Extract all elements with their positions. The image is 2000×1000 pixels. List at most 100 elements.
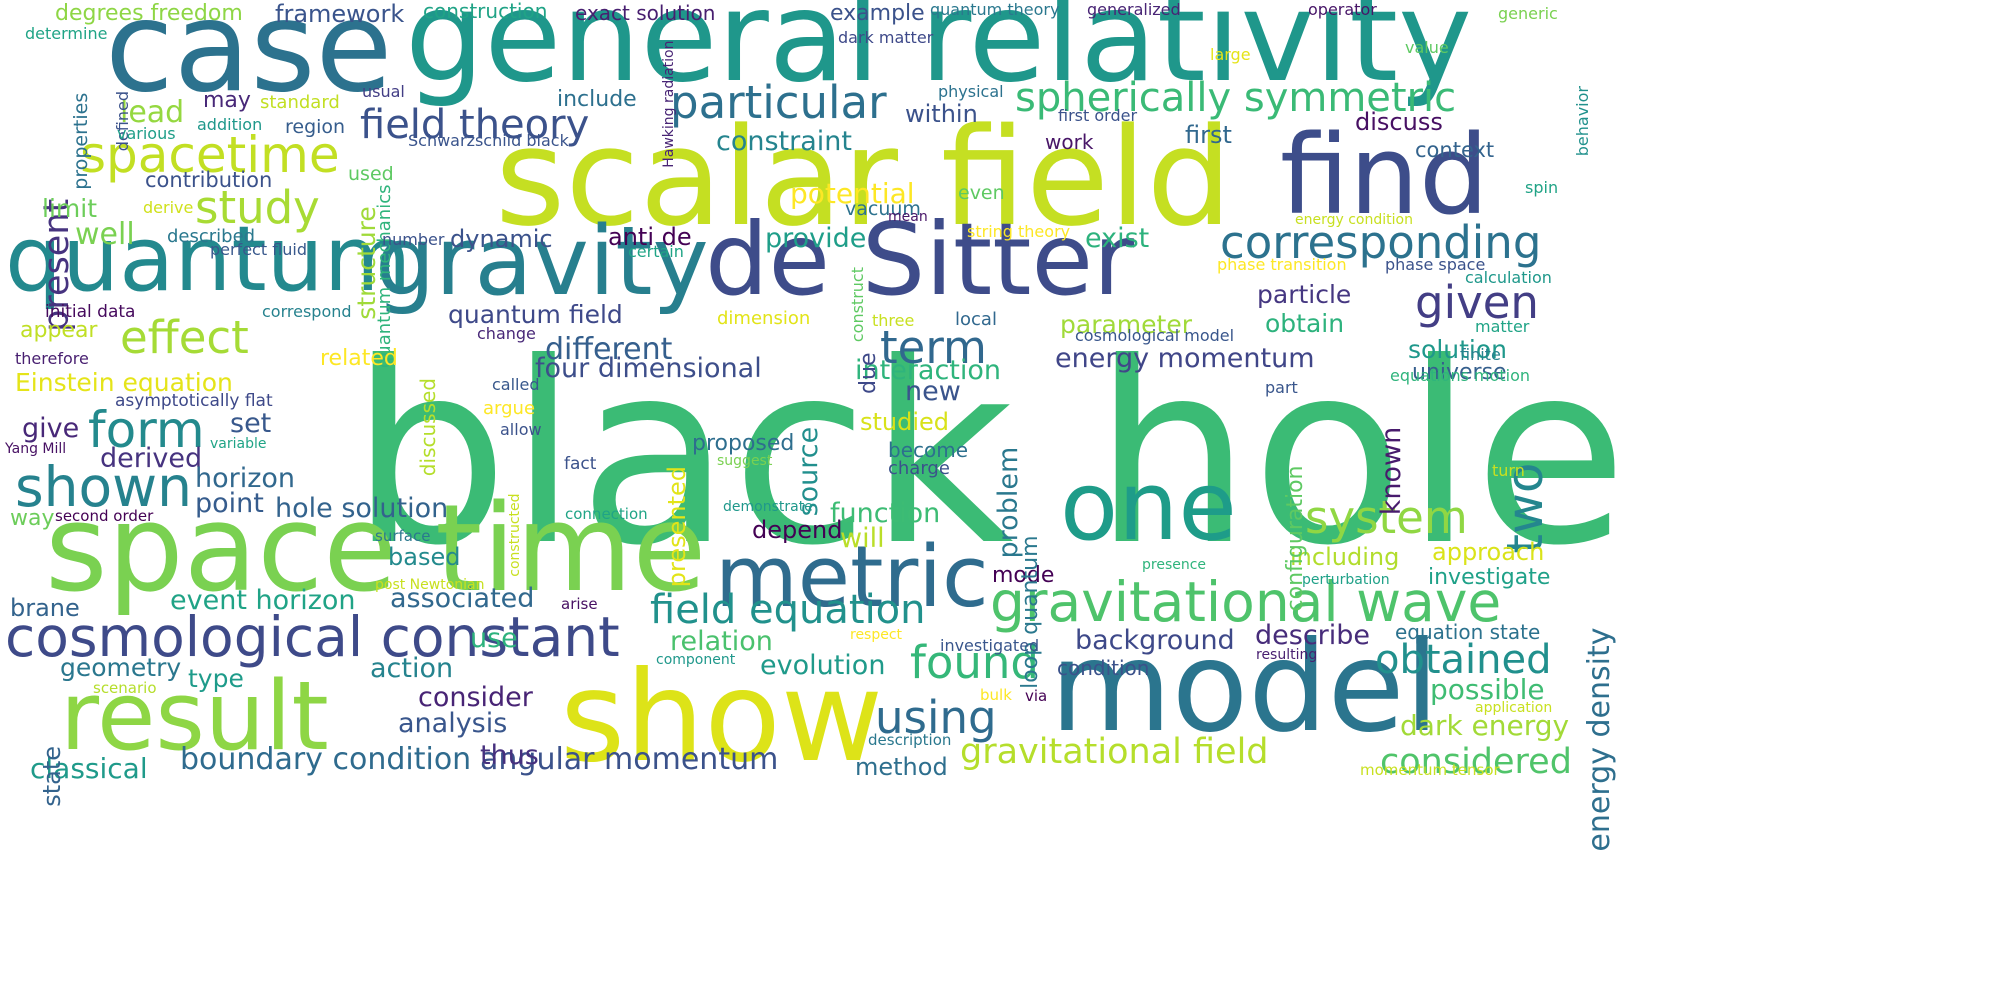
word-will: will: [840, 523, 885, 554]
word-geometry: geometry: [60, 653, 182, 682]
word-form: form: [88, 401, 205, 459]
word-configuration: configuration: [1283, 465, 1308, 612]
word-quantum-field: quantum field: [448, 300, 623, 329]
word-field-equation: field equation: [650, 587, 926, 633]
word-study: study: [195, 181, 320, 234]
word-corresponding: corresponding: [1220, 216, 1542, 269]
word-term: term: [880, 321, 987, 374]
word-evolution: evolution: [760, 650, 886, 681]
word-parameter: parameter: [1060, 310, 1192, 339]
word-change: change: [477, 324, 536, 343]
word-physical: physical: [938, 82, 1004, 101]
word-hole-solution: hole solution: [275, 493, 449, 524]
word-example: example: [830, 1, 925, 26]
word-arise: arise: [561, 595, 598, 613]
word-hawking-radiation: Hawking radiation: [661, 40, 677, 168]
word-local: local: [955, 309, 997, 330]
word-perfect-fluid: perfect fluid: [210, 240, 308, 259]
word-equations-motion: equations motion: [1390, 366, 1531, 385]
word-depend: depend: [752, 516, 843, 544]
word-framework: framework: [275, 0, 405, 28]
word-investigate: investigate: [1428, 565, 1551, 590]
word-field-theory: field theory: [360, 102, 590, 148]
word-constructed: constructed: [507, 493, 523, 577]
word-number: number: [382, 230, 445, 249]
word-space-time: space time: [45, 480, 707, 619]
word-brane: brane: [10, 594, 80, 622]
word-derived: derived: [100, 443, 203, 474]
word-generic: generic: [1498, 4, 1558, 23]
word-particle: particle: [1257, 280, 1352, 309]
word-generalized: generalized: [1087, 0, 1181, 19]
word-dimension: dimension: [717, 308, 811, 329]
word-turn: turn: [1492, 461, 1525, 480]
word-suggest: suggest: [717, 453, 773, 469]
word-general-relativity: general relativity: [405, 0, 1473, 110]
word-phase-transition: phase transition: [1217, 255, 1347, 274]
word-context: context: [1415, 138, 1495, 162]
word-solution: solution: [1408, 335, 1507, 364]
word-presented: presented: [663, 466, 691, 588]
word-angular-momentum: angular momentum: [480, 742, 779, 777]
word-surface: surface: [375, 527, 431, 545]
word-variable: variable: [210, 436, 267, 452]
word-exist: exist: [1085, 223, 1150, 254]
word-describe: describe: [1255, 620, 1371, 651]
word-found: found: [910, 636, 1039, 689]
word-find: find: [1280, 111, 1489, 239]
word-associated: associated: [390, 583, 535, 614]
word-classical: classical: [30, 752, 148, 785]
word-one: one: [1060, 452, 1237, 562]
word-possible: possible: [1430, 673, 1545, 706]
word-including: including: [1290, 543, 1400, 571]
word-mode: mode: [992, 563, 1055, 588]
word-metric: metric: [715, 528, 989, 627]
word-universe: universe: [1412, 360, 1507, 385]
word-quantum-theory: quantum theory: [930, 0, 1060, 19]
word-asymptotically-flat: asymptotically flat: [115, 391, 273, 411]
word-function: function: [830, 498, 941, 529]
word-construction: construction: [423, 0, 548, 23]
word-model: model: [1050, 615, 1440, 760]
word-constraint: constraint: [716, 126, 852, 157]
word-interaction: interaction: [855, 355, 1002, 386]
word-type: type: [188, 664, 244, 693]
word-structure: structure: [352, 206, 381, 320]
word-dark-matter: dark matter: [838, 28, 934, 47]
word-de-sitter: de Sitter: [705, 201, 1135, 318]
word-show: show: [560, 645, 884, 790]
word-via: via: [1025, 687, 1048, 705]
word-resulting: resulting: [1256, 647, 1318, 663]
word-obtained: obtained: [1375, 637, 1552, 683]
word-spin: spin: [1525, 178, 1559, 197]
word-einstein-equation: Einstein equation: [15, 368, 233, 397]
word-gravity: gravity: [375, 207, 709, 317]
word-proposed: proposed: [692, 431, 795, 456]
word-various: various: [117, 124, 176, 143]
word-appear: appear: [20, 318, 98, 343]
word-relation: relation: [670, 626, 773, 657]
word-post-newtonian: post Newtonian: [375, 577, 485, 593]
word-discussed: discussed: [416, 378, 440, 477]
word-consider: consider: [418, 682, 533, 713]
word-due: due: [856, 352, 881, 394]
word-properties: properties: [70, 92, 92, 190]
word-calculation: calculation: [1465, 268, 1552, 287]
word-different: different: [545, 332, 673, 367]
word-matter: matter: [1475, 317, 1530, 336]
word-second-order: second order: [55, 507, 154, 525]
word-energy-density: energy density: [1582, 627, 1617, 852]
word-demonstrate: demonstrate: [723, 499, 813, 515]
word-correspond: correspond: [262, 302, 352, 321]
word-even: even: [958, 182, 1005, 204]
word-result: result: [60, 662, 329, 772]
word-obtain: obtain: [1265, 309, 1345, 338]
word-point: point: [195, 488, 264, 519]
word-certain: certain: [628, 242, 684, 261]
word-gravitational-field: gravitational field: [960, 732, 1269, 772]
word-give: give: [22, 413, 80, 444]
word-within: within: [905, 100, 978, 128]
word-given: given: [1415, 276, 1539, 329]
word-anti-de: anti de: [608, 223, 692, 251]
